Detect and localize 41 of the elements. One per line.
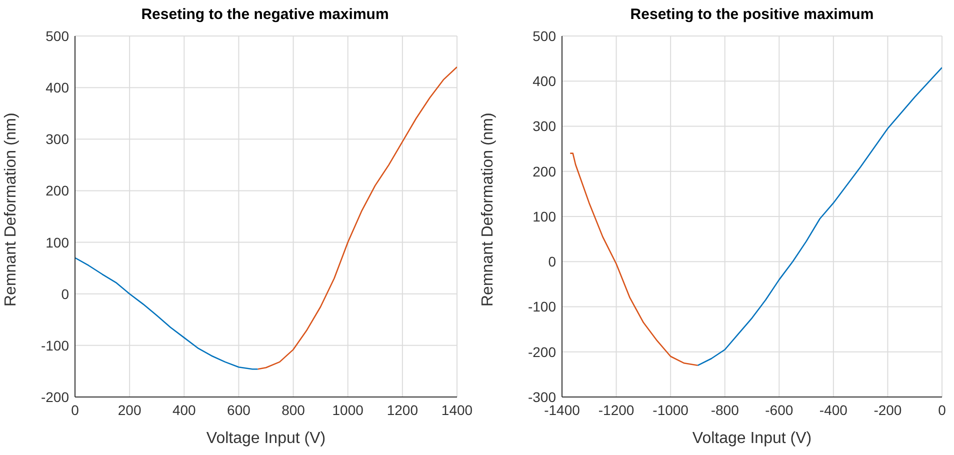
x-tick-label: -800: [710, 402, 740, 418]
chart-title: Reseting to the positive maximum: [629, 6, 875, 23]
x-tick-label: -600: [765, 402, 794, 418]
x-tick-label: 0: [938, 402, 946, 418]
y-axis-title: Remnant Deformation (nm): [2, 112, 20, 306]
y-tick-label: -100: [40, 337, 70, 354]
y-tick-label: 200: [532, 163, 556, 180]
y-tick-label: -100: [528, 298, 556, 315]
y-tick-label: 300: [532, 118, 556, 134]
chart-title: Reseting to the negative maximum: [140, 6, 390, 23]
x-tick-label: -1200: [598, 402, 634, 418]
y-tick-label: 400: [46, 80, 70, 96]
y-tick-label: 100: [532, 208, 556, 224]
line-series: [569, 152, 698, 366]
y-tick-label: 300: [46, 131, 70, 148]
y-axis-title: Remnant Deformation (nm): [480, 112, 497, 306]
x-tick-label: 1200: [386, 402, 418, 418]
line-series: [697, 66, 942, 366]
y-tick-label: 500: [46, 28, 70, 44]
x-tick-label: 200: [118, 402, 142, 418]
x-tick-label: 1400: [441, 402, 473, 418]
line-series: [257, 66, 457, 370]
x-tick-label: -200: [874, 402, 902, 418]
x-tick-label: 1000: [332, 402, 364, 418]
y-tick-label: 0: [61, 286, 70, 302]
y-tick-label: 400: [532, 73, 556, 90]
y-tick-label: 0: [548, 254, 556, 270]
x-tick-label: 0: [71, 402, 80, 418]
line-series: [75, 257, 258, 370]
x-tick-label: 600: [227, 402, 251, 418]
x-tick-label: 800: [282, 402, 306, 418]
y-tick-label: -200: [40, 388, 70, 405]
y-tick-label: 200: [46, 182, 70, 199]
x-axis-title: Voltage Input (V): [206, 430, 326, 447]
x-tick-label: 400: [172, 402, 196, 418]
x-tick-label: -400: [819, 402, 848, 418]
y-tick-label: 100: [46, 234, 70, 250]
x-tick-label: -1000: [652, 402, 689, 418]
y-tick-label: 500: [532, 28, 556, 44]
y-tick-label: -200: [528, 344, 556, 360]
x-axis-title: Voltage Input (V): [692, 430, 812, 447]
